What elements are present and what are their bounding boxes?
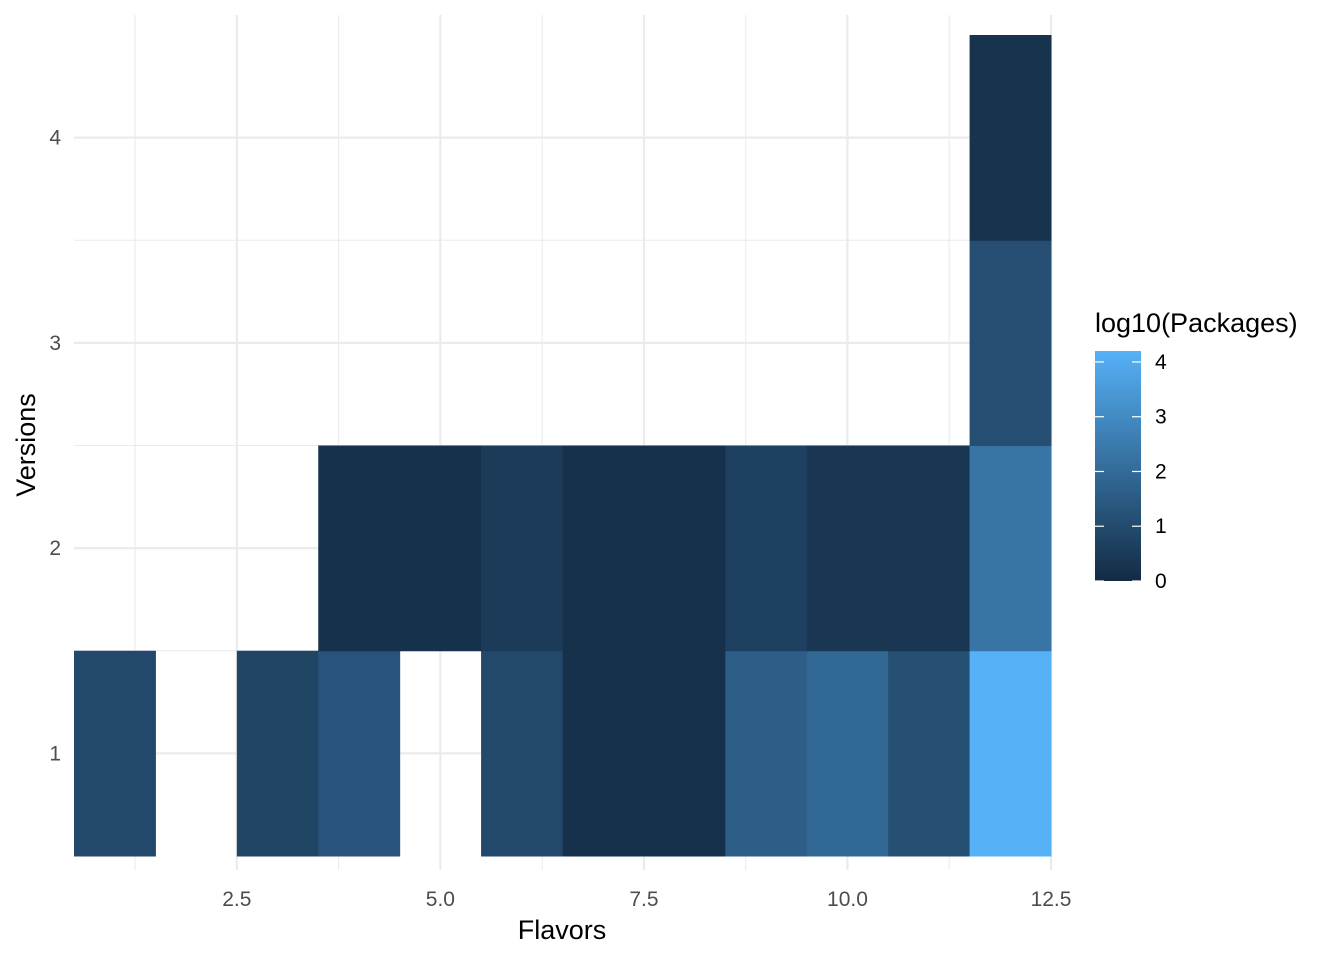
x-axis-title: Flavors [518,915,607,945]
heatmap-cell [725,445,808,652]
y-tick-label: 1 [49,742,61,765]
heatmap-cell [74,650,156,857]
heatmap-cell [969,650,1052,857]
x-tick-label: 5.0 [426,888,455,911]
heatmap-cell [969,35,1052,241]
heatmap-cell [481,650,563,857]
heatmap-cell [888,650,971,857]
y-axis-title: Versions [11,393,41,497]
x-axis-ticks: 2.5 5.0 7.5 10.0 12.5 [222,888,1071,911]
legend-break-label: 2 [1155,460,1167,483]
legend-colorbar [1095,351,1141,581]
x-tick-label: 12.5 [1031,888,1072,911]
heatmap-cell [806,445,889,652]
heatmap-cell [399,445,482,652]
heatmap-cell [643,650,726,857]
x-tick-label: 10.0 [827,888,868,911]
heatmap-cell [481,445,563,652]
legend-break-label: 4 [1155,351,1167,374]
heatmap-cell [969,445,1052,652]
heatmap-cell [643,445,726,652]
legend-breaks: 0 1 2 3 4 [1095,351,1167,593]
color-legend: log10(Packages) 0 1 2 3 4 [1095,308,1298,593]
heatmap-cells [74,35,1052,857]
x-tick-label: 2.5 [222,888,251,911]
legend-break-label: 3 [1155,406,1167,429]
y-tick-label: 2 [49,537,61,560]
x-tick-label: 7.5 [629,888,658,911]
y-axis-ticks: 1 2 3 4 [49,127,61,766]
y-tick-label: 3 [49,332,61,355]
heatmap-cell [969,240,1052,446]
legend-title: log10(Packages) [1095,308,1298,338]
heatmap-cell [318,445,401,652]
heatmap-cell [562,650,645,857]
heatmap-cell [318,650,401,857]
heatmap-cell [236,650,319,857]
heatmap-cell [562,445,645,652]
heatmap-cell [888,445,971,652]
heatmap-cell [725,650,808,857]
y-tick-label: 4 [49,127,61,150]
legend-break-label: 0 [1155,570,1167,593]
heatmap-cell [806,650,889,857]
legend-break-label: 1 [1155,515,1167,538]
